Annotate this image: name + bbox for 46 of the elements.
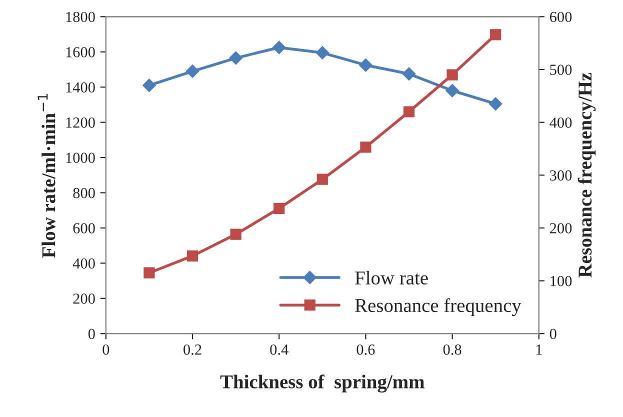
y-axis-title: Flow rate/ml·min$^{−1}$ xyxy=(38,94,56,258)
point xyxy=(403,106,415,118)
y2-tick-label: 400 xyxy=(550,117,572,128)
y2-tick-label: 300 xyxy=(550,170,572,181)
point xyxy=(144,267,155,278)
y-tick-label: 0 xyxy=(88,328,95,340)
y2-axis-title: Resonance frequency/Hz xyxy=(578,72,596,278)
y-tick-label: 1200 xyxy=(66,117,95,128)
x-tick-label: 0 xyxy=(102,344,110,355)
point xyxy=(402,67,416,80)
y2-tick-label: 200 xyxy=(550,223,572,234)
point xyxy=(142,78,156,92)
point xyxy=(360,142,372,153)
y-tick-label: 200 xyxy=(73,294,95,304)
y-tick-label: 1800 xyxy=(66,12,95,22)
point xyxy=(316,174,328,185)
point xyxy=(446,84,459,98)
legend-label: Resonance frequency xyxy=(355,298,522,316)
point xyxy=(359,58,372,72)
point xyxy=(274,202,285,214)
x-tick-label: 0.2 xyxy=(184,344,202,355)
point xyxy=(316,46,329,60)
point xyxy=(186,250,198,262)
y2-tick-label: 500 xyxy=(550,64,572,75)
x-tick-label: 1 xyxy=(536,344,542,355)
x-tick-label: 0.4 xyxy=(270,344,288,355)
y2-tick-label: 600 xyxy=(550,12,572,22)
y-tick-label: 1600 xyxy=(66,47,95,58)
point xyxy=(489,97,502,110)
y2-tick-label: 0 xyxy=(550,328,556,340)
legend-label: Flow rate xyxy=(355,270,428,285)
point xyxy=(230,228,242,240)
x-tick-label: 0.6 xyxy=(356,344,375,355)
point xyxy=(272,40,286,54)
x-axis-title: Thickness of spring/mm xyxy=(220,374,424,393)
x-tick-label: 0.8 xyxy=(443,344,462,355)
y-tick-label: 600 xyxy=(73,223,95,234)
y-tick-label: 400 xyxy=(72,258,95,269)
y-tick-label: 1400 xyxy=(66,82,95,93)
point xyxy=(186,64,200,78)
point xyxy=(229,51,242,65)
y2-tick-label: 100 xyxy=(550,276,572,286)
y-tick-label: 800 xyxy=(73,188,95,198)
y-tick-label: 1000 xyxy=(66,152,95,163)
point xyxy=(490,29,502,40)
point xyxy=(446,69,458,80)
